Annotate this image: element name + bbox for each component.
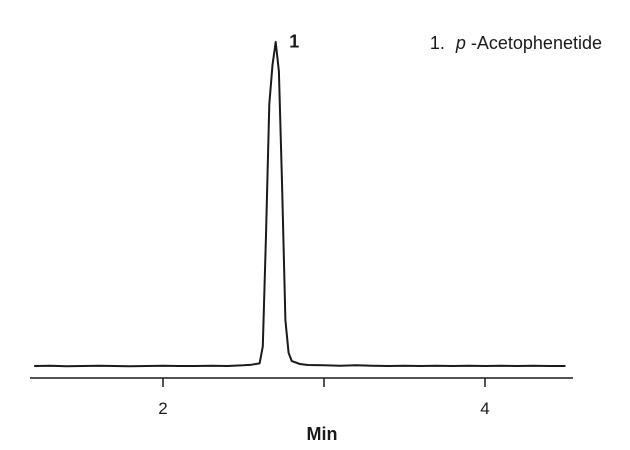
legend-entry-1: 1. p -Acetophenetide: [430, 33, 602, 53]
x-axis-ticks: [162, 378, 486, 387]
x-axis-title: Min: [307, 424, 338, 444]
legend-italic-prefix: p: [455, 33, 466, 53]
x-tick-label-2: 2: [158, 399, 167, 418]
chromatogram-trace: [34, 41, 566, 368]
x-tick-label-4: 4: [480, 399, 489, 418]
peak-label-1: 1: [289, 32, 299, 52]
legend-compound-name: -Acetophenetide: [471, 33, 602, 53]
legend-number: 1.: [430, 33, 445, 53]
